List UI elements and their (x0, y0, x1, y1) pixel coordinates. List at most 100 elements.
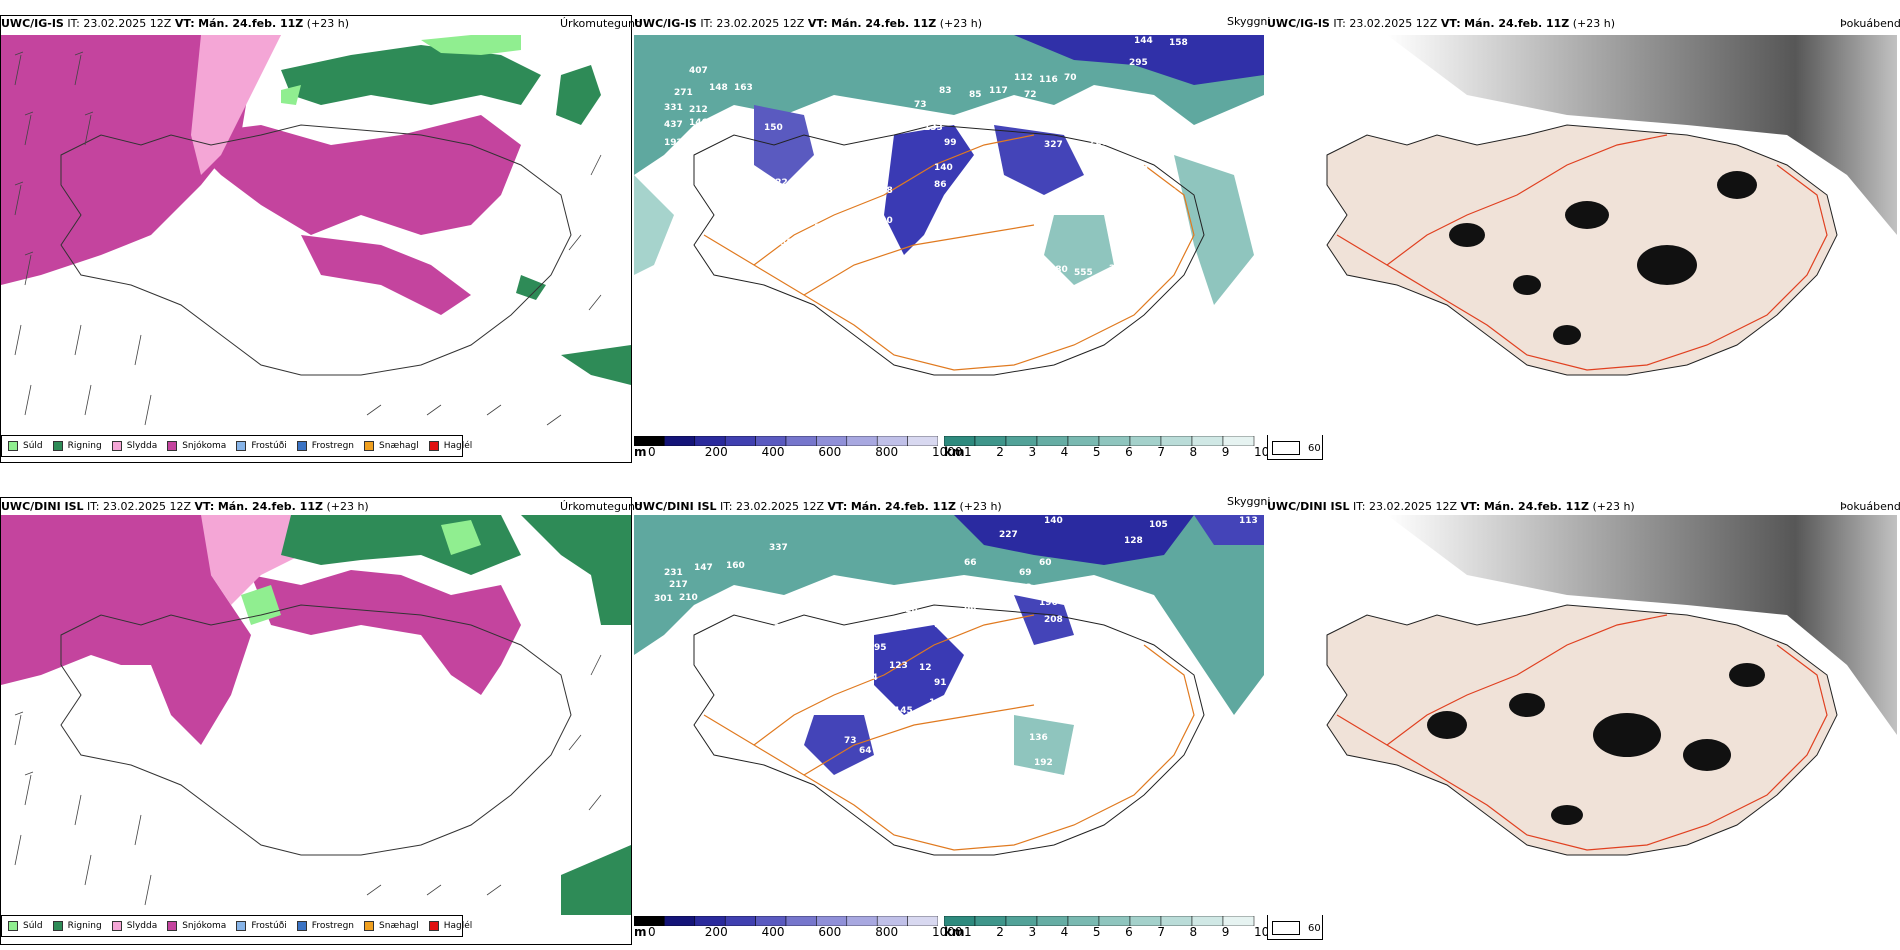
legend-item: Haglél (428, 441, 472, 451)
visibility-value: 192 (1034, 758, 1053, 768)
fog-swatch (1272, 921, 1300, 935)
visibility-low-area (1014, 715, 1074, 775)
visibility-value: 150 (914, 615, 933, 625)
valid-time-label: VT: (194, 500, 215, 513)
model-name: UWC/DINI ISL (634, 500, 717, 513)
legend-label: Frostúði (251, 921, 287, 931)
visibility-low-area (1014, 595, 1074, 645)
legend-swatch (52, 921, 63, 931)
scale-tick-label: 10 (1254, 925, 1270, 939)
visibility-low-area (994, 125, 1084, 195)
scale-tick-label: 3 (1028, 445, 1037, 459)
header-row1-precip: UWC/IG-IS IT: 23.02.2025 12Z VT: Mán. 24… (1, 17, 349, 31)
legend-label: Frostregn (311, 441, 355, 451)
lead-time: (+23 h) (959, 500, 1002, 513)
visibility-value: 147 (694, 563, 713, 573)
legend-item: Slydda (111, 921, 157, 931)
visibility-low-area (874, 625, 964, 715)
scale-segment (846, 436, 878, 446)
visibility-value: 70 (1064, 73, 1077, 83)
legend-label: Snjókoma (182, 441, 227, 451)
precip-title-row2: Úrkomutegund (560, 500, 642, 513)
visibility-value-labels: 144 158 295 112 116 70 407 148 163 271 3… (664, 36, 1188, 393)
legend-item: Frostúði (236, 921, 287, 931)
legend-label: Súld (23, 441, 43, 451)
visibility-value: 95 (874, 643, 887, 653)
visibility-value: 133 (924, 123, 943, 133)
scale-segment (1160, 916, 1193, 926)
visibility-value: 331 (664, 103, 683, 113)
legend-swatch (236, 921, 247, 931)
fog-dark-patches (1449, 171, 1757, 345)
unit-km-row1: km (944, 445, 965, 459)
rain-area (561, 345, 631, 385)
visibility-value: 192 (664, 138, 683, 148)
legend-swatch (364, 921, 375, 931)
precip-legend-row2: Súld Rigning Slydda Snjókoma Frostúði Fr… (1, 915, 472, 937)
legend-label: Frostregn (311, 921, 355, 931)
visibility-value: 64 (859, 746, 872, 756)
visibility-fog-field (954, 515, 1194, 565)
precip-map-row2[interactable] (1, 515, 631, 915)
scale-tick-label: 6 (1125, 925, 1133, 939)
valid-time: Mán. 24.feb. 11Z (1464, 17, 1570, 30)
visibility-value: 196 (1039, 598, 1058, 608)
precip-map-row1[interactable] (1, 35, 631, 435)
legend-item: Frostregn (296, 921, 355, 931)
visibility-value: 208 (1044, 615, 1063, 625)
scale-tick-label: 800 (875, 445, 899, 459)
fog-map-row1[interactable] (1267, 35, 1897, 435)
legend-swatch (167, 921, 178, 931)
legend-item: Slydda (111, 441, 157, 451)
scale-tick-label: 1000 (932, 445, 963, 459)
visibility-value: 94 (1164, 188, 1177, 198)
rain-area (516, 275, 546, 300)
issue-time: IT: 23.02.2025 12Z (87, 500, 192, 513)
visibility-value: 73 (844, 736, 857, 746)
legend-label: Snæhagl (379, 921, 419, 931)
visibility-map-row1[interactable]: 144 158 295 112 116 70 407 148 163 271 3… (634, 35, 1264, 435)
scale-tick-label: 2 (996, 445, 1004, 459)
lead-time: (+23 h) (326, 500, 369, 513)
visibility-value: 169 (929, 698, 948, 708)
legend-swatch (52, 441, 63, 451)
visibility-map-row2[interactable]: 140 227 105 128 113 337 147 160 66 231 2… (634, 515, 1264, 915)
rain-area (521, 515, 631, 625)
road-network (703, 614, 1195, 851)
header-row1-fog: UWC/IG-IS IT: 23.02.2025 12Z VT: Mán. 24… (1267, 17, 1615, 31)
scale-tick-label: 1000 (932, 925, 963, 939)
visibility-value: 99 (944, 138, 957, 148)
road-network (1336, 614, 1828, 851)
legend-item: Snjókoma (167, 921, 226, 931)
legend-label: Haglél (443, 921, 473, 931)
visibility-value: 74 (929, 383, 942, 393)
visibility-low-area (754, 105, 814, 185)
valid-time: Mán. 24.feb. 11Z (831, 17, 937, 30)
visibility-scale-m-row1 (634, 436, 938, 446)
visibility-value: 294 (859, 673, 878, 683)
header-row1-visibility: UWC/IG-IS IT: 23.02.2025 12Z VT: Mán. 24… (634, 17, 982, 31)
visibility-value: 91 (924, 743, 937, 753)
scale-tick-label: 10 (1254, 445, 1270, 459)
unit-m-row1: m (634, 445, 647, 459)
fog-swatch (1272, 441, 1300, 455)
valid-time-label: VT: (807, 17, 828, 30)
scale-segment (664, 436, 696, 446)
scale-segment (907, 436, 938, 446)
visibility-value: 69 (1019, 568, 1032, 578)
model-name: UWC/IG-IS (1267, 17, 1330, 30)
scale-tick-label: 5 (1092, 925, 1101, 939)
rain-area (556, 65, 601, 125)
visibility-value: 828 (1014, 255, 1033, 265)
legend-label: Rigning (67, 441, 102, 451)
valid-time: Mán. 24.feb. 11Z (1483, 500, 1589, 513)
visibility-fog-field (1194, 515, 1264, 545)
legend-item: Rigning (52, 921, 102, 931)
fog-title-row2: Þokuábendi (1840, 500, 1900, 513)
scale-segment (724, 436, 756, 446)
fog-map-row2[interactable] (1267, 515, 1897, 915)
legend-label: Snjókoma (182, 921, 227, 931)
visibility-value: 140 (934, 163, 953, 173)
precip-map-frame-row1 (0, 15, 632, 463)
issue-time: IT: 23.02.2025 12Z (700, 17, 805, 30)
